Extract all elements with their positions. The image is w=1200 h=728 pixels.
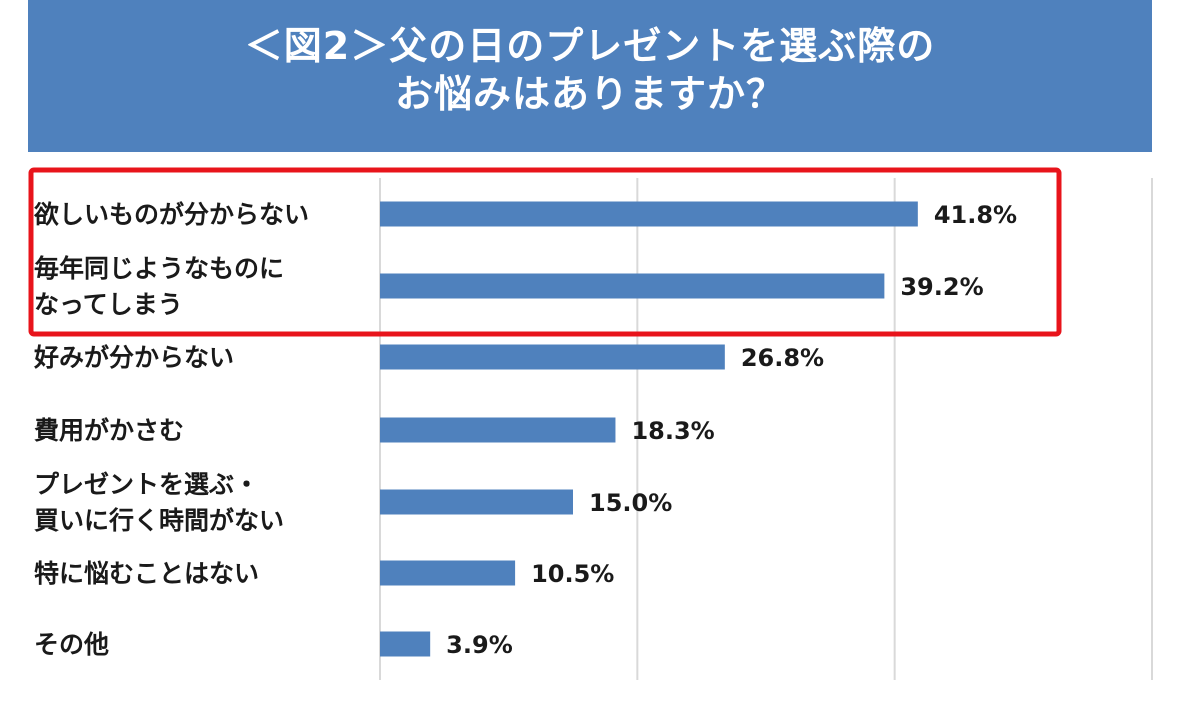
category-label-4-0: プレゼントを選ぶ・ <box>34 470 259 499</box>
bar-5 <box>380 560 516 586</box>
value-label-2: 26.8% <box>741 344 824 372</box>
category-label-1-1: なってしまう <box>34 290 183 319</box>
value-label-4: 15.0% <box>589 489 672 517</box>
category-label-4-1: 買いに行く時間がない <box>34 506 284 535</box>
chart-title-line-1: ＜図2＞父の日のプレゼントを選ぶ際の <box>244 24 936 68</box>
bar-0 <box>380 201 918 227</box>
value-label-5: 10.5% <box>531 560 614 588</box>
value-label-3: 18.3% <box>631 417 714 445</box>
category-label-2-0: 好みが分からない <box>33 343 234 372</box>
chart-title-line-2: お悩みはありますか？ <box>394 72 785 116</box>
category-label-5-0: 特に悩むことはない <box>34 559 259 588</box>
value-label-6: 3.9% <box>446 631 513 659</box>
value-label-1: 39.2% <box>900 273 983 301</box>
value-label-0: 41.8% <box>934 201 1017 229</box>
bar-2 <box>380 344 725 370</box>
bar-4 <box>380 489 573 515</box>
bar-6 <box>380 631 431 657</box>
category-label-1-0: 毎年同じようなものに <box>34 254 284 283</box>
highlight-box <box>28 167 1062 337</box>
category-label-0-0: 欲しいものが分からない <box>33 200 309 229</box>
chart-title-banner: ＜図2＞父の日のプレゼントを選ぶ際の お悩みはありますか？ <box>28 0 1152 152</box>
bar-1 <box>380 273 885 299</box>
category-label-6-0: その他 <box>34 630 109 659</box>
bar-3 <box>380 417 616 443</box>
category-label-3-0: 費用がかさむ <box>33 416 184 445</box>
